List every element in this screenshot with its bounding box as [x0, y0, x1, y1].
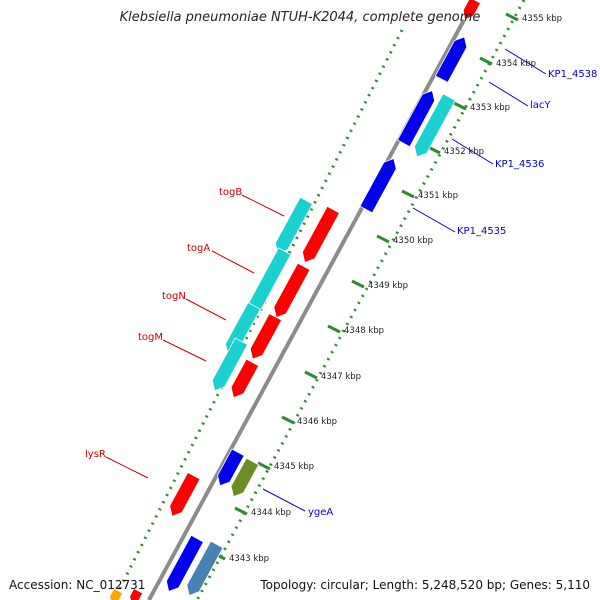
gene-label-togB[interactable]: togB [219, 187, 242, 198]
leader-line [105, 456, 149, 479]
leader-line [241, 194, 285, 217]
gene-label-KP1_4535[interactable]: KP1_4535 [457, 226, 506, 237]
tick-label: 4351 kbp [418, 191, 458, 201]
gene-feature[interactable] [434, 36, 468, 83]
gene-feature[interactable] [413, 93, 456, 158]
tick-mark [479, 56, 493, 66]
gene-label-lacY[interactable]: lacY [530, 100, 551, 111]
gene-feature[interactable] [230, 457, 260, 498]
gene-label-togN[interactable]: togN [162, 291, 186, 302]
gene-feature[interactable] [249, 313, 283, 360]
tick-label: 4352 kbp [444, 147, 484, 157]
tick-mark [401, 189, 415, 199]
tick-label: 4346 kbp [297, 417, 337, 427]
leader-line [185, 298, 227, 321]
tick-mark [505, 12, 519, 22]
tick-mark [281, 415, 295, 425]
topology-label: Topology: circular; Length: 5,248,520 bp… [260, 578, 590, 592]
tick-label: 4354 kbp [496, 59, 536, 69]
leader-line [504, 48, 547, 75]
tick-label: 4345 kbp [274, 462, 314, 472]
gene-feature[interactable] [211, 337, 249, 392]
tick-label: 4350 kbp [393, 236, 433, 246]
gene-feature[interactable] [359, 157, 397, 214]
genome-title: Klebsiella pneumoniae NTUH-K2044, comple… [119, 10, 481, 25]
gene-label-KP1_4536[interactable]: KP1_4536 [495, 159, 544, 170]
tick-label: 4355 kbp [522, 14, 562, 24]
leader-line [262, 488, 306, 512]
scale-dotted-track [195, 0, 526, 600]
tick-label: 4353 kbp [470, 103, 510, 113]
leader-line [412, 207, 456, 233]
tick-mark [327, 324, 341, 334]
gene-feature[interactable] [301, 205, 341, 263]
leader-line [211, 250, 255, 274]
gene-feature[interactable] [186, 540, 224, 597]
leader-line [162, 339, 207, 362]
leader-line [488, 81, 529, 107]
tick-mark [304, 370, 318, 380]
gene-feature[interactable] [217, 448, 245, 487]
tick-label: 4344 kbp [251, 508, 291, 518]
tick-label: 4349 kbp [368, 281, 408, 291]
leader-line [451, 138, 494, 165]
tick-label: 4343 kbp [229, 554, 269, 564]
label-leaders [105, 48, 547, 512]
gene-feature[interactable] [230, 358, 260, 399]
tick-mark [376, 234, 390, 244]
gene-feature[interactable] [273, 262, 311, 319]
gene-feature[interactable] [165, 534, 205, 592]
gene-label-KP1_4538[interactable]: KP1_4538 [548, 69, 597, 80]
gene-feature[interactable] [274, 196, 314, 254]
gene-label-togA[interactable]: togA [187, 243, 210, 254]
gene-feature[interactable] [169, 471, 201, 517]
tick-mark [351, 279, 365, 289]
tick-mark [234, 506, 248, 516]
gene-label-ygeA[interactable]: ygeA [308, 507, 333, 518]
gene-feature[interactable] [462, 0, 482, 21]
gene-label-lysR[interactable]: lysR [85, 449, 106, 460]
gene-features [109, 0, 482, 600]
gene-feature[interactable] [396, 90, 436, 148]
tick-mark [453, 101, 467, 111]
tick-mark [257, 461, 271, 471]
tick-label: 4347 kbp [321, 372, 361, 382]
tick-label: 4348 kbp [344, 326, 384, 336]
accession-label: Accession: NC_012731 [9, 578, 146, 592]
gene-label-togM[interactable]: togM [138, 332, 163, 343]
